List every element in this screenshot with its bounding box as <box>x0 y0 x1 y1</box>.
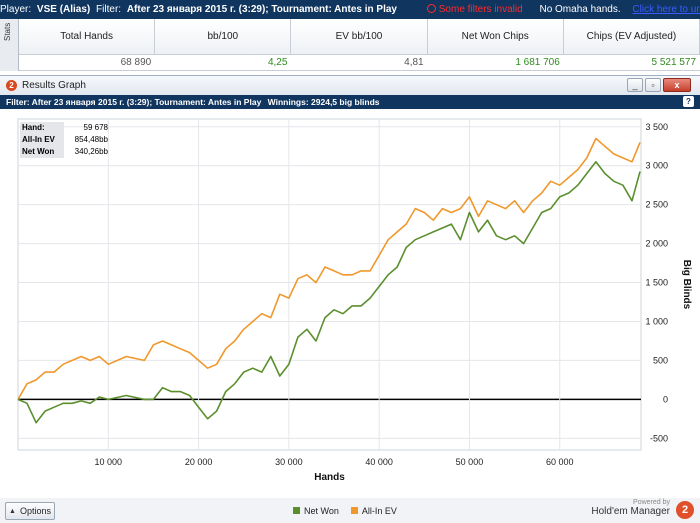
cell-ev-bb100: 4,81 <box>404 57 424 68</box>
legend-item-allin-ev[interactable]: All-In EV <box>350 506 397 516</box>
col-header-net-won-chips[interactable]: Net Won Chips <box>428 19 564 54</box>
omaha-notice: No Omaha hands. <box>539 4 621 15</box>
stat-value-net-won: 340,26bb <box>74 147 108 156</box>
y-axis-label: Big Blinds <box>681 260 692 310</box>
legend-label-net-won: Net Won <box>304 506 339 516</box>
player-filter-bar: Player: VSE (Alias) Filter: After 23 янв… <box>0 0 700 19</box>
col-header-ev-bb100[interactable]: EV bb/100 <box>291 19 428 54</box>
stat-row-net-won: Net Won 340,26bb <box>20 146 110 158</box>
x-tick-label: 10 000 <box>95 457 123 467</box>
options-label: Options <box>19 506 51 516</box>
col-header-total-hands[interactable]: Total Hands <box>19 19 156 54</box>
series-line-allin-ev[interactable] <box>17 137 641 400</box>
graph-filter-text: Filter: After 23 января 2015 г. (3:29); … <box>6 97 262 107</box>
results-chart[interactable]: -500 0 500 1 000 1 500 2 000 2 500 3 000 3 500 10… <box>0 109 700 498</box>
filter-label: Filter: <box>96 4 122 15</box>
table-row[interactable]: 68 890 4,25 4,81 1 681 706 5 521 577 <box>19 55 700 71</box>
legend-item-net-won[interactable]: Net Won <box>293 506 339 516</box>
invalid-filters-warning[interactable]: Some filters invalid <box>426 3 526 15</box>
hm-logo-icon: 2 <box>676 501 694 519</box>
x-axis-label: Hands <box>314 472 345 483</box>
y-tick-label: 1 500 <box>645 278 668 288</box>
stat-row-allin-ev: All-In EV 854,48bb <box>20 134 110 146</box>
stat-label-hand: Hand: <box>20 122 64 134</box>
window-titlebar[interactable]: 2 Results Graph _ ▫ x <box>0 76 700 95</box>
stat-label-allin-ev: All-In EV <box>20 134 64 146</box>
y-tick-label: -500 <box>650 433 668 443</box>
triangle-up-icon: ▲ <box>9 507 16 515</box>
options-button[interactable]: ▲ Options <box>5 502 55 520</box>
stats-table-header: Total Hands bb/100 EV bb/100 Net Won Chi… <box>19 19 700 55</box>
legend-swatch-net-won <box>293 507 300 515</box>
stats-tab-label: Stats <box>3 22 12 41</box>
stat-label-net-won: Net Won <box>20 146 64 158</box>
x-tick-label: 40 000 <box>365 457 393 467</box>
series-line-net-won[interactable] <box>17 160 641 424</box>
brand-name: Hold'em Manager <box>591 506 670 517</box>
y-tick-label: 2 000 <box>645 239 668 249</box>
hm-app-icon: 2 <box>6 80 17 91</box>
window-title: Results Graph <box>22 80 86 91</box>
x-tick-label: 60 000 <box>546 457 574 467</box>
stat-row-hand: Hand: 59 678 <box>20 122 110 134</box>
player-value[interactable]: VSE (Alias) <box>36 4 91 15</box>
col-header-chips-ev-adjusted[interactable]: Chips (EV Adjusted) <box>564 19 700 54</box>
y-tick-label: 3 000 <box>645 161 668 171</box>
x-tick-label: 20 000 <box>185 457 213 467</box>
y-tick-label: 2 500 <box>645 200 668 210</box>
hover-stat-box: Hand: 59 678 All-In EV 854,48bb Net Won … <box>20 122 110 160</box>
y-tick-label: 1 000 <box>645 316 668 326</box>
legend-swatch-allin-ev <box>350 507 358 515</box>
cell-net-won-chips: 1 681 706 <box>515 57 560 68</box>
help-icon[interactable]: ? <box>683 96 694 107</box>
col-header-bb100[interactable]: bb/100 <box>155 19 292 54</box>
x-tick-label: 30 000 <box>275 457 303 467</box>
cell-total-hands: 68 890 <box>120 57 152 68</box>
powered-by-text: Powered by <box>633 499 670 506</box>
winnings-text: Winnings: 2924,5 big blinds <box>267 97 380 107</box>
minimize-button[interactable]: _ <box>627 78 643 92</box>
x-tick-label: 50 000 <box>456 457 484 467</box>
graph-filter-bar: Filter: After 23 января 2015 г. (3:29); … <box>0 95 700 109</box>
graph-bottom-bar: ▲ Options Net Won All-In EV Powered by H… <box>0 498 700 523</box>
filter-value[interactable]: After 23 января 2015 г. (3:29); Tourname… <box>126 4 397 15</box>
close-button[interactable]: x <box>663 78 691 92</box>
player-label: Player: <box>0 4 32 15</box>
stat-value-allin-ev: 854,48bb <box>74 135 108 144</box>
stats-side-tab[interactable]: Stats <box>0 19 19 71</box>
warning-icon <box>426 3 436 13</box>
y-tick-label: 3 500 <box>645 122 668 132</box>
restore-button[interactable]: ▫ <box>645 78 661 92</box>
powered-by: Powered by Hold'em Manager <box>591 499 670 517</box>
legend-label-allin-ev: All-In EV <box>361 506 397 516</box>
unlock-link[interactable]: Click here to unlock <box>632 4 700 15</box>
cell-bb100: 4,25 <box>267 57 288 68</box>
plot-area <box>17 118 642 451</box>
invalid-filters-text: Some filters invalid <box>438 4 523 15</box>
results-graph-window: 2 Results Graph _ ▫ x Filter: After 23 я… <box>0 75 700 523</box>
y-tick-label: 500 <box>653 355 668 365</box>
stat-value-hand: 59 678 <box>83 123 108 132</box>
y-tick-label: 0 <box>663 394 668 404</box>
cell-chips-ev-adjusted: 5 521 577 <box>651 57 697 68</box>
chart-legend: Net Won All-In EV <box>293 506 397 516</box>
